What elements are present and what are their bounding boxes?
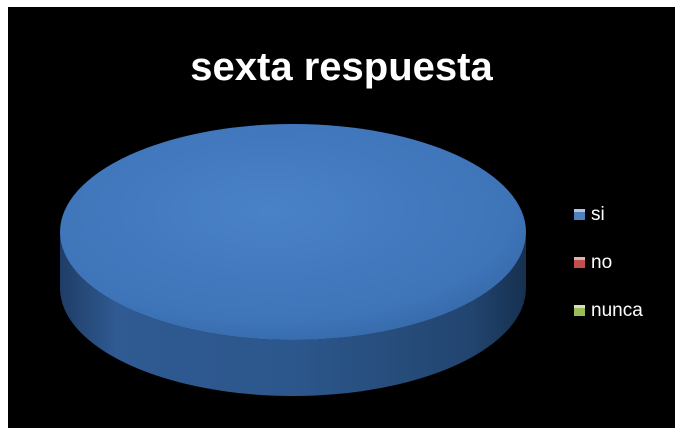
legend-item-si: si	[574, 203, 669, 227]
legend: si no nunca	[574, 203, 669, 347]
legend-item-nunca: nunca	[574, 299, 669, 323]
pie-slice-si	[60, 124, 526, 340]
legend-item-no: no	[574, 251, 669, 275]
legend-swatch-no	[574, 257, 585, 268]
pie-chart-plot	[60, 124, 526, 396]
legend-label-si: si	[591, 204, 605, 225]
legend-swatch-nunca	[574, 305, 585, 316]
legend-label-no: no	[591, 252, 613, 273]
chart-title: sexta respuesta	[190, 45, 493, 89]
legend-swatch-si	[574, 209, 585, 220]
chart-frame: sexta respuesta si no nunca	[8, 7, 675, 428]
pie-slice-si-side	[60, 232, 526, 396]
legend-label-nunca: nunca	[591, 300, 643, 321]
